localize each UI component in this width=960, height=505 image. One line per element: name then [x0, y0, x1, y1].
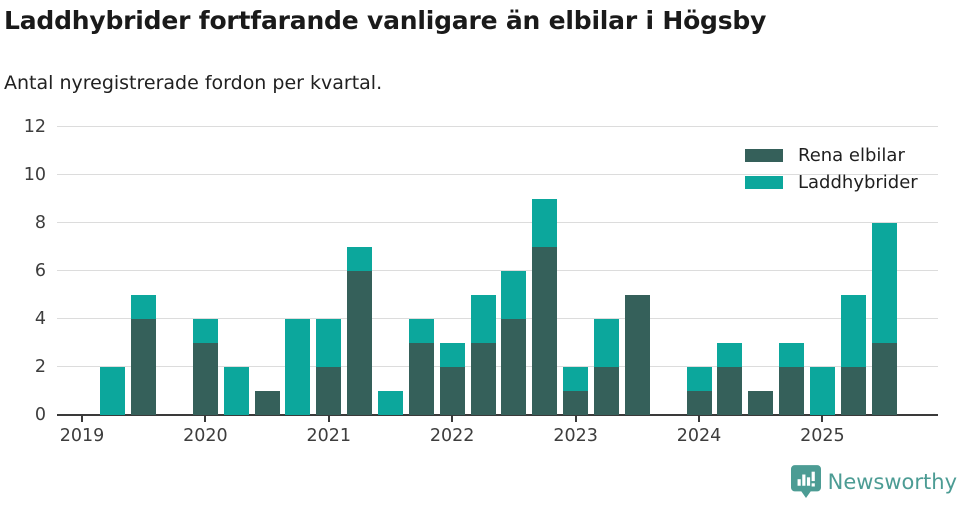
bar-segment-electric [779, 367, 805, 415]
bar-segment-hybrid [285, 319, 311, 415]
y-axis-tick-label: 0 [34, 405, 46, 425]
bar-segment-hybrid [192, 319, 218, 343]
x-axis-tick [204, 415, 207, 422]
bar-segment-electric [131, 319, 157, 415]
gridline [57, 222, 938, 223]
bar-segment-hybrid [347, 247, 373, 271]
bar-segment-hybrid [686, 367, 712, 391]
bar-segment-hybrid [408, 319, 434, 343]
x-axis-tick [698, 415, 700, 422]
bar-segment-electric [717, 367, 743, 415]
bar-segment-hybrid [779, 343, 805, 367]
bar-segment-electric [408, 343, 434, 415]
bar-segment-hybrid [100, 367, 126, 415]
brand-footer: Newsworthy [790, 465, 957, 499]
chart-subtitle: Antal nyregistrerade fordon per kvartal. [4, 72, 383, 94]
bar-segment-electric [532, 247, 558, 415]
bar-segment-hybrid [316, 319, 342, 367]
legend-item: Rena elbilar [745, 142, 918, 169]
x-axis-year-label: 2023 [553, 426, 598, 446]
x-axis-year-label: 2020 [183, 426, 228, 446]
x-axis-tick [574, 415, 577, 422]
plot-area: 0 2 4 6 8 10 12 2019 2020 2021 2022 2023 2024 2025 [24, 118, 938, 446]
bar-segment-hybrid [532, 199, 558, 247]
bar-segment-hybrid [593, 319, 619, 367]
bar-segment-hybrid [563, 367, 589, 391]
bar-segment-electric [871, 343, 897, 415]
gridline [57, 318, 938, 319]
gridline [57, 270, 938, 271]
gridline [57, 174, 938, 175]
bar-segment-hybrid [501, 271, 527, 319]
bar-segment-hybrid [809, 367, 835, 415]
bar-segment-hybrid [378, 391, 403, 415]
bar-segment-electric [686, 391, 712, 415]
x-axis-line [57, 414, 938, 416]
chart-title: Laddhybrider fortfarande vanligare än el… [4, 6, 767, 35]
bar-segment-electric [501, 319, 527, 415]
bar-segment-electric [254, 391, 280, 415]
bar-segment-electric [563, 391, 589, 415]
x-axis-year-label: 2019 [59, 426, 105, 446]
y-axis-tick-label: 2 [34, 357, 46, 377]
bar-segment-electric [840, 367, 866, 415]
bar-segment-hybrid [223, 367, 249, 415]
bar-segment-hybrid [470, 295, 496, 343]
y-axis-tick-label: 8 [34, 213, 46, 233]
gridline [57, 366, 938, 367]
x-axis-tick [327, 415, 330, 422]
bar-segment-electric [593, 367, 619, 415]
brand-name: Newsworthy [827, 470, 957, 494]
gridline [57, 126, 938, 127]
legend-swatch [745, 176, 783, 189]
bar-segment-electric [470, 343, 496, 415]
bar-segment-electric [192, 343, 218, 415]
x-axis-year-label: 2021 [306, 426, 352, 446]
legend-label: Rena elbilar [798, 145, 905, 166]
x-axis-tick [451, 415, 454, 422]
x-axis-year-label: 2022 [429, 426, 475, 446]
x-axis-tick [81, 415, 83, 422]
bar-segment-hybrid [871, 223, 897, 343]
y-axis-tick-label: 10 [23, 165, 46, 185]
bar-segment-electric [347, 271, 373, 415]
bar-segment-electric [748, 391, 774, 415]
x-axis-year-label: 2025 [800, 426, 845, 446]
bar-segment-hybrid [131, 295, 157, 319]
bar-segment-hybrid [840, 295, 866, 367]
bar-segment-hybrid [439, 343, 465, 367]
x-axis-year-label: 2024 [676, 426, 722, 446]
bar-segment-electric [316, 367, 342, 415]
legend-swatch [745, 149, 783, 162]
legend-item: Laddhybrider [745, 169, 918, 196]
legend-label: Laddhybrider [798, 172, 918, 193]
x-axis-tick [821, 415, 824, 422]
y-axis-tick-label: 6 [34, 261, 46, 281]
legend: Rena elbilar Laddhybrider [745, 142, 918, 196]
bar-segment-electric [439, 367, 465, 415]
y-axis-tick-label: 12 [23, 117, 46, 137]
newsworthy-logo-icon [790, 465, 821, 498]
y-axis-tick-label: 4 [34, 309, 46, 329]
bar-segment-hybrid [717, 343, 743, 367]
bar-segment-electric [624, 295, 650, 415]
